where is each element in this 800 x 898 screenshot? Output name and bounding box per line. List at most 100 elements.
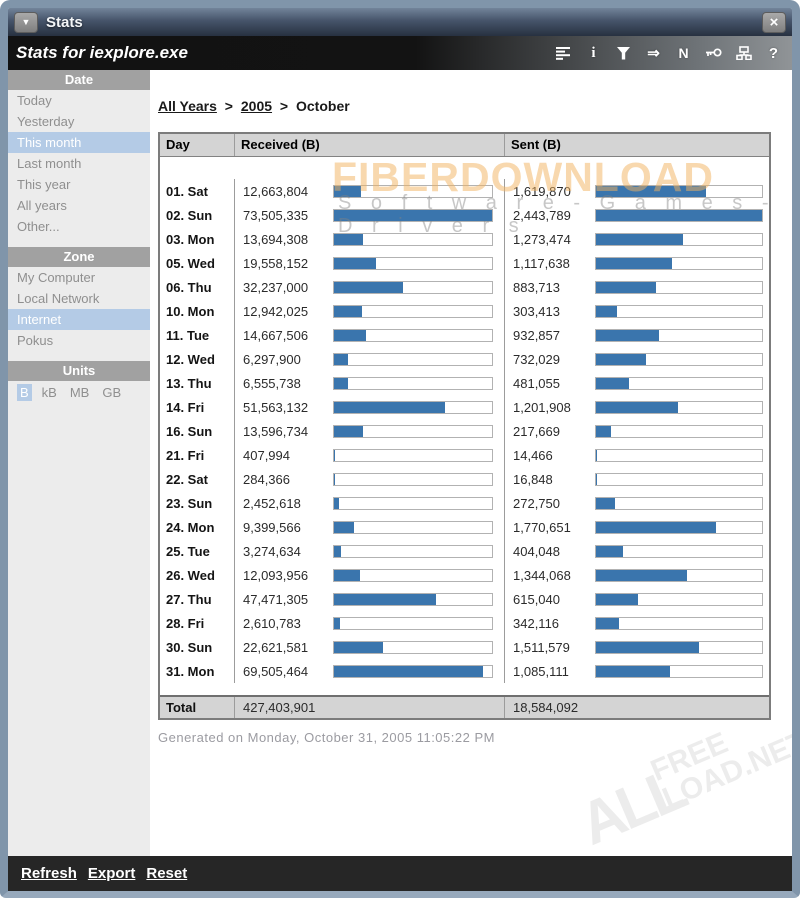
- stats-table: Day Received (B) Sent (B) 01. Sat 12,663,…: [158, 132, 771, 720]
- sent-bar: [596, 377, 629, 389]
- sidebar-item-gb[interactable]: GB: [102, 385, 122, 400]
- sidebar-item-kb[interactable]: kB: [41, 385, 57, 400]
- received-bar: [334, 569, 360, 581]
- received-value: 13,596,734: [243, 423, 309, 439]
- breadcrumb-all-years-link[interactable]: All Years: [158, 98, 217, 114]
- sidebar-item-mb[interactable]: MB: [69, 385, 90, 400]
- received-bar: [334, 257, 377, 269]
- generated-note: Generated on Monday, October 31, 2005 11…: [158, 730, 495, 745]
- received-bar: [334, 233, 364, 245]
- received-value: 13,694,308: [243, 231, 309, 247]
- day-label: 05. Wed: [166, 255, 215, 271]
- column-header-sent[interactable]: Sent (B): [504, 134, 769, 156]
- sidebar-item-internet[interactable]: Internet: [8, 309, 150, 330]
- column-header-day[interactable]: Day: [166, 137, 190, 152]
- sidebar-item-all-years[interactable]: All years: [17, 198, 67, 213]
- day-label: 26. Wed: [166, 567, 215, 583]
- key-icon[interactable]: [705, 45, 722, 61]
- sidebar-item-b[interactable]: B: [17, 384, 32, 401]
- received-bar-track: [333, 280, 493, 294]
- forward-arrow-icon[interactable]: ⇒: [647, 44, 660, 62]
- reset-link[interactable]: Reset: [146, 865, 188, 882]
- day-label: 28. Fri: [166, 615, 205, 631]
- received-bar: [334, 209, 492, 221]
- day-label: 27. Thu: [166, 591, 212, 607]
- received-bar-track: [333, 400, 493, 414]
- refresh-link[interactable]: Refresh: [21, 865, 77, 882]
- sent-value: 272,750: [513, 495, 560, 511]
- sent-bar: [596, 209, 762, 221]
- received-value: 51,563,132: [243, 399, 309, 415]
- table-row: 31. Mon 69,505,464 1,085,111: [160, 659, 769, 683]
- breadcrumb-year-link[interactable]: 2005: [240, 98, 273, 114]
- info-icon[interactable]: i: [591, 44, 596, 61]
- day-label: 14. Fri: [166, 399, 205, 415]
- filter-icon[interactable]: [615, 45, 632, 61]
- sent-bar: [596, 425, 611, 437]
- sidebar-item-last-month[interactable]: Last month: [17, 156, 82, 171]
- sent-bar: [596, 329, 660, 341]
- sent-value: 1,770,651: [513, 519, 571, 535]
- day-label: 06. Thu: [166, 279, 212, 295]
- day-label: 24. Mon: [166, 519, 215, 535]
- table-row: 30. Sun 22,621,581 1,511,579: [160, 635, 769, 659]
- close-button[interactable]: ×: [762, 11, 786, 33]
- page-title: Stats for iexplore.exe: [16, 43, 188, 62]
- sent-value: 732,029: [513, 351, 560, 367]
- main-panel: ALL FREE LOAD.NET All Years > 2005 > Oct…: [150, 70, 792, 856]
- sent-bar-track: [595, 448, 763, 462]
- sent-bar-track: [595, 400, 763, 414]
- sidebar-item-today[interactable]: Today: [17, 93, 52, 108]
- received-bar-track: [333, 304, 493, 318]
- day-label: 30. Sun: [166, 639, 213, 655]
- sent-bar: [596, 593, 638, 605]
- sidebar-item-this-year[interactable]: This year: [17, 177, 71, 192]
- day-label: 22. Sat: [166, 471, 208, 487]
- network-icon[interactable]: [735, 45, 752, 61]
- sent-bar-track: [595, 184, 763, 198]
- letter-n-icon[interactable]: N: [678, 45, 689, 61]
- titlebar: ▼ Stats ×: [8, 8, 792, 36]
- sent-value: 16,848: [513, 471, 553, 487]
- window-menu-button[interactable]: ▼: [14, 11, 38, 33]
- sidebar-item-my-computer[interactable]: My Computer: [17, 270, 96, 285]
- table-row: 11. Tue 14,667,506 932,857: [160, 323, 769, 347]
- sidebar-item-local-network[interactable]: Local Network: [17, 291, 100, 306]
- received-bar-track: [333, 592, 493, 606]
- sidebar-item-this-month[interactable]: This month: [8, 132, 150, 153]
- table-row: 14. Fri 51,563,132 1,201,908: [160, 395, 769, 419]
- export-link[interactable]: Export: [87, 865, 136, 882]
- sent-bar-track: [595, 664, 763, 678]
- sent-value: 2,443,789: [513, 207, 571, 223]
- received-bar-track: [333, 544, 493, 558]
- sent-bar-track: [595, 592, 763, 606]
- received-bar-track: [333, 256, 493, 270]
- received-value: 6,297,900: [243, 351, 301, 367]
- help-icon[interactable]: ?: [768, 44, 779, 62]
- received-value: 3,274,634: [243, 543, 301, 559]
- menu-lines-icon[interactable]: [555, 45, 572, 61]
- sidebar-item-other[interactable]: Other...: [17, 219, 60, 234]
- received-bar-track: [333, 424, 493, 438]
- received-bar: [334, 521, 355, 533]
- breadcrumb: All Years > 2005 > October: [158, 98, 792, 114]
- received-value: 12,093,956: [243, 567, 309, 583]
- sidebar-item-pokus[interactable]: Pokus: [17, 333, 54, 348]
- day-label: 12. Wed: [166, 351, 215, 367]
- column-header-received[interactable]: Received (B): [234, 134, 504, 156]
- sent-value: 342,116: [513, 615, 560, 631]
- received-value: 407,994: [243, 447, 290, 463]
- received-bar: [334, 329, 366, 341]
- sidebar-item-yesterday[interactable]: Yesterday: [17, 114, 75, 129]
- received-bar-track: [333, 664, 493, 678]
- day-label: 16. Sun: [166, 423, 213, 439]
- day-label: 25. Tue: [166, 543, 210, 559]
- sent-bar: [596, 665, 670, 677]
- received-bar: [334, 449, 335, 461]
- received-bar-track: [333, 208, 493, 222]
- received-bar: [334, 377, 349, 389]
- received-bar-track: [333, 520, 493, 534]
- received-value: 73,505,335: [243, 207, 309, 223]
- day-label: 02. Sun: [166, 207, 213, 223]
